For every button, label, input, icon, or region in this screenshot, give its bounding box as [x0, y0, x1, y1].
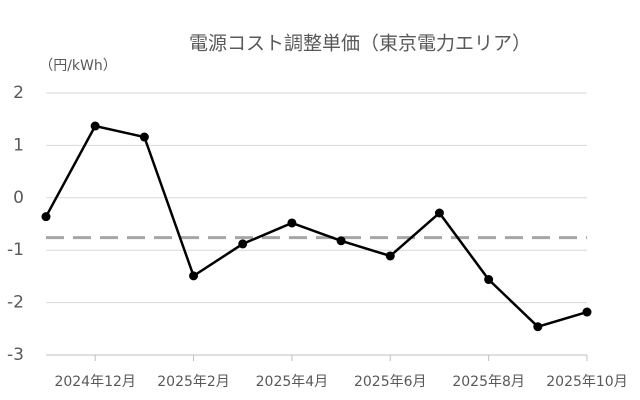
series-line [44, 124, 588, 329]
x-tick-label: 2025年6月 [354, 374, 427, 390]
y-tick-label: 1 [13, 135, 24, 155]
y-tick-label: -1 [7, 240, 24, 260]
chart-title: 電源コスト調整単価（東京電力エリア） [189, 33, 531, 55]
data-point [385, 251, 395, 261]
data-point [434, 208, 444, 218]
data-point [189, 271, 199, 281]
data-point [238, 239, 248, 249]
x-tick-label: 2024年12月 [54, 374, 135, 390]
data-point [287, 218, 297, 228]
data-point [533, 322, 543, 332]
x-tick-label: 2025年10月 [546, 374, 627, 390]
x-tick-label: 2025年8月 [452, 374, 525, 390]
data-point [336, 236, 346, 246]
data-point [582, 307, 592, 317]
y-tick-label: 0 [13, 188, 24, 208]
data-point [484, 275, 494, 285]
y-tick-label: 2 [13, 83, 24, 103]
x-tick-label: 2025年4月 [256, 374, 329, 390]
y-axis-label: （円/kWh） [39, 58, 117, 74]
data-point [41, 212, 51, 222]
y-tick-label: -2 [7, 293, 24, 313]
y-tick-label: -3 [7, 345, 24, 365]
x-tick-label: 2025年2月 [157, 374, 230, 390]
data-point [90, 121, 100, 131]
data-point [139, 132, 149, 142]
